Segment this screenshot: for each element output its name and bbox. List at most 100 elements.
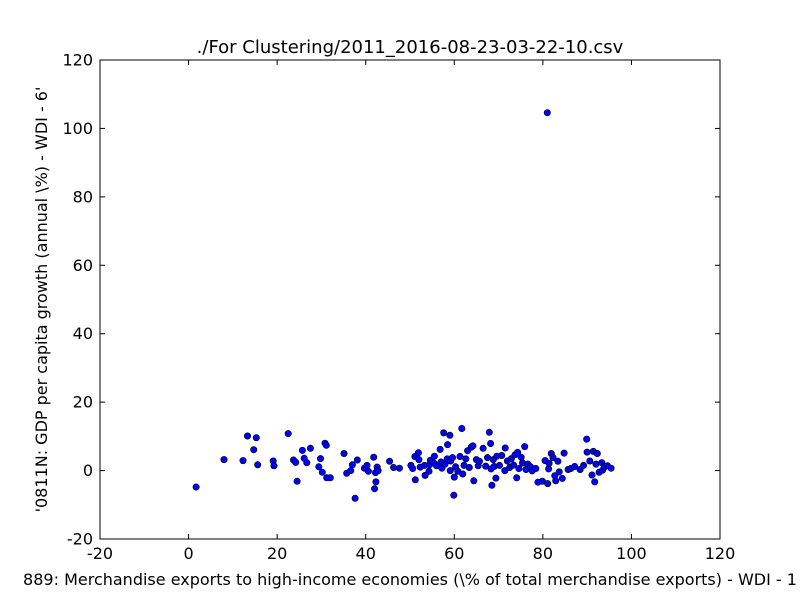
data-point [390,463,398,471]
data-point [306,444,314,452]
data-point [430,452,438,460]
y-tick-label: 60 [73,256,93,275]
data-point [340,449,348,457]
chart-title: ./For Clustering/2011_2016-08-23-03-22-1… [197,37,624,58]
y-axis-label: '0811N: GDP per capita growth (annual \%… [32,87,51,513]
data-point [588,471,596,479]
data-point [316,455,324,463]
data-point [580,461,588,469]
data-point [192,483,200,491]
y-tick-label: 20 [73,393,93,412]
data-point [607,464,615,472]
data-point [374,467,382,475]
data-point [450,491,458,499]
data-point [583,435,591,443]
data-point [326,474,334,482]
data-point [521,443,529,451]
data-point [440,429,448,437]
data-point [583,448,591,456]
data-point [415,456,423,464]
data-point [549,454,557,462]
data-point [446,431,454,439]
data-point [543,109,551,117]
data-point [436,445,444,453]
data-point [244,432,252,440]
data-point [554,457,562,465]
data-point [293,477,301,485]
data-point [591,478,599,486]
data-point [462,455,470,463]
x-tick-label: 40 [356,544,376,563]
data-point [469,442,477,450]
data-point [364,467,372,475]
data-point [495,461,503,469]
data-point [492,474,500,482]
data-point [487,439,495,447]
x-tick-label: 0 [183,544,193,563]
y-tick-label: 100 [62,119,93,138]
y-tick-label: -20 [67,530,93,549]
data-point [586,457,594,465]
data-point [532,464,540,472]
data-point [558,474,566,482]
x-axis-label: 889: Merchandise exports to high-income … [23,570,797,589]
data-point [485,428,493,436]
data-point [545,459,553,467]
data-point [303,459,311,467]
data-point [284,430,292,438]
data-point [488,481,496,489]
data-point [514,448,522,456]
data-point [425,467,433,475]
data-point [444,441,452,449]
data-point [592,460,600,468]
x-tick-label: 100 [616,544,647,563]
data-point [348,461,356,469]
y-tick-label: 120 [62,51,93,70]
data-point [239,457,247,465]
data-point [456,452,464,460]
data-point [593,449,601,457]
x-tick-label: 20 [267,544,287,563]
data-point [414,449,422,457]
data-point [318,468,326,476]
data-point [370,453,378,461]
data-point [411,476,419,484]
data-point [498,451,506,459]
data-point [448,454,456,462]
y-tick-label: 0 [83,461,93,480]
data-point [510,461,518,469]
data-point [220,456,228,464]
y-tick-label: 80 [73,187,93,206]
data-point [353,456,361,464]
data-point [351,494,359,502]
axis-ticks: -20 0 20 40 60 80 100 120 -20 0 20 40 60 80 100 120 [62,51,735,564]
data-point [409,464,417,472]
data-point [501,444,509,452]
data-point [386,457,394,465]
y-tick-label: 40 [73,324,93,343]
data-point [515,464,523,472]
data-point [555,468,563,476]
plot-frame [99,59,721,540]
data-points [192,109,615,502]
x-tick-label: 80 [533,544,553,563]
data-point [315,463,323,471]
data-point [395,464,403,472]
data-point [544,480,552,488]
data-point [298,446,306,454]
data-point [571,462,579,470]
data-point [292,458,300,466]
data-point [372,478,380,486]
data-point [446,467,454,475]
data-point [363,461,371,469]
data-point [470,477,478,485]
data-point [458,424,466,432]
data-point [479,444,487,452]
data-point [252,434,260,442]
data-point [254,461,262,469]
data-point [560,449,568,457]
x-tick-label: 120 [705,544,736,563]
data-point [513,474,521,482]
data-point [465,463,473,471]
